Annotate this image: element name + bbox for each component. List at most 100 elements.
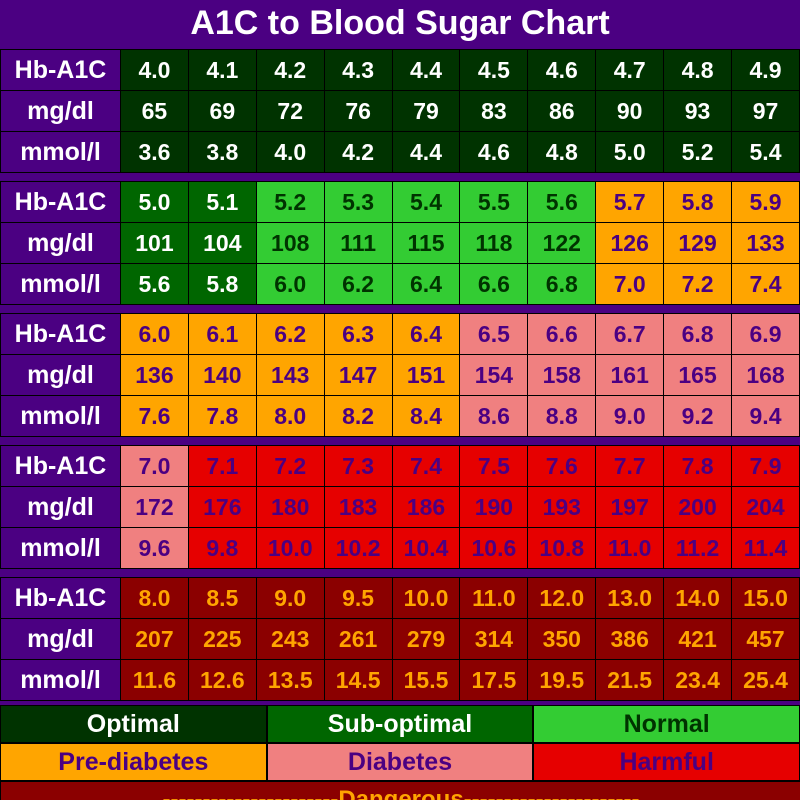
data-cell: 4.0 <box>121 50 189 91</box>
data-cell: 11.0 <box>460 578 528 619</box>
data-cell: 5.8 <box>188 264 256 305</box>
row-mgdl: mg/dl136140143147151154158161165168 <box>1 355 800 396</box>
row-header: Hb-A1C <box>1 446 121 487</box>
data-cell: 7.3 <box>324 446 392 487</box>
row-header: mmol/l <box>1 660 121 701</box>
data-cell: 5.9 <box>732 182 800 223</box>
data-cell: 279 <box>392 619 460 660</box>
data-cell: 143 <box>256 355 324 396</box>
data-cell: 7.8 <box>664 446 732 487</box>
legend-row: OptimalSub-optimalNormal <box>0 705 800 743</box>
row-header: mmol/l <box>1 132 121 173</box>
data-cell: 4.1 <box>188 50 256 91</box>
data-cell: 8.2 <box>324 396 392 437</box>
data-cell: 9.8 <box>188 528 256 569</box>
data-cell: 13.5 <box>256 660 324 701</box>
data-band: Hb-A1C4.04.14.24.34.44.54.64.74.84.9mg/d… <box>0 49 800 173</box>
data-cell: 69 <box>188 91 256 132</box>
data-cell: 76 <box>324 91 392 132</box>
data-cell: 10.0 <box>256 528 324 569</box>
row-mmoll: mmol/l9.69.810.010.210.410.610.811.011.2… <box>1 528 800 569</box>
row-header: Hb-A1C <box>1 578 121 619</box>
data-cell: 23.4 <box>664 660 732 701</box>
data-cell: 7.1 <box>188 446 256 487</box>
data-cell: 14.0 <box>664 578 732 619</box>
data-cell: 10.8 <box>528 528 596 569</box>
data-cell: 8.5 <box>188 578 256 619</box>
data-bands: Hb-A1C4.04.14.24.34.44.54.64.74.84.9mg/d… <box>0 49 800 701</box>
data-cell: 5.6 <box>121 264 189 305</box>
data-cell: 90 <box>596 91 664 132</box>
row-header: mmol/l <box>1 396 121 437</box>
data-cell: 5.4 <box>392 182 460 223</box>
data-cell: 101 <box>121 223 189 264</box>
data-cell: 11.6 <box>121 660 189 701</box>
data-cell: 97 <box>732 91 800 132</box>
data-cell: 86 <box>528 91 596 132</box>
data-cell: 126 <box>596 223 664 264</box>
row-a1c: Hb-A1C6.06.16.26.36.46.56.66.76.86.9 <box>1 314 800 355</box>
data-cell: 111 <box>324 223 392 264</box>
row-mgdl: mg/dl65697276798386909397 <box>1 91 800 132</box>
row-a1c: Hb-A1C8.08.59.09.510.011.012.013.014.015… <box>1 578 800 619</box>
data-cell: 9.6 <box>121 528 189 569</box>
data-cell: 108 <box>256 223 324 264</box>
data-cell: 3.6 <box>121 132 189 173</box>
data-cell: 11.0 <box>596 528 664 569</box>
data-cell: 12.6 <box>188 660 256 701</box>
data-cell: 8.0 <box>121 578 189 619</box>
data-cell: 4.9 <box>732 50 800 91</box>
data-cell: 4.6 <box>460 132 528 173</box>
data-cell: 133 <box>732 223 800 264</box>
data-cell: 176 <box>188 487 256 528</box>
data-cell: 15.5 <box>392 660 460 701</box>
data-cell: 6.8 <box>664 314 732 355</box>
data-cell: 7.5 <box>460 446 528 487</box>
data-cell: 5.0 <box>596 132 664 173</box>
data-cell: 190 <box>460 487 528 528</box>
band-spacer <box>0 437 800 445</box>
data-cell: 4.6 <box>528 50 596 91</box>
legend-cell: Harmful <box>533 743 800 781</box>
data-cell: 9.4 <box>732 396 800 437</box>
data-cell: 25.4 <box>732 660 800 701</box>
row-mmoll: mmol/l3.63.84.04.24.44.64.85.05.25.4 <box>1 132 800 173</box>
data-cell: 5.5 <box>460 182 528 223</box>
data-cell: 7.2 <box>664 264 732 305</box>
data-cell: 7.0 <box>596 264 664 305</box>
data-cell: 186 <box>392 487 460 528</box>
data-cell: 8.8 <box>528 396 596 437</box>
row-header: Hb-A1C <box>1 314 121 355</box>
row-mmoll: mmol/l7.67.88.08.28.48.68.89.09.29.4 <box>1 396 800 437</box>
data-cell: 10.2 <box>324 528 392 569</box>
row-mgdl: mg/dl207225243261279314350386421457 <box>1 619 800 660</box>
data-cell: 4.7 <box>596 50 664 91</box>
data-cell: 10.0 <box>392 578 460 619</box>
data-band: Hb-A1C6.06.16.26.36.46.56.66.76.86.9mg/d… <box>0 313 800 437</box>
data-cell: 172 <box>121 487 189 528</box>
data-cell: 147 <box>324 355 392 396</box>
data-cell: 180 <box>256 487 324 528</box>
data-cell: 118 <box>460 223 528 264</box>
data-cell: 165 <box>664 355 732 396</box>
data-cell: 421 <box>664 619 732 660</box>
row-mgdl: mg/dl172176180183186190193197200204 <box>1 487 800 528</box>
data-cell: 15.0 <box>732 578 800 619</box>
data-cell: 65 <box>121 91 189 132</box>
data-cell: 122 <box>528 223 596 264</box>
data-cell: 5.1 <box>188 182 256 223</box>
data-cell: 14.5 <box>324 660 392 701</box>
data-cell: 5.3 <box>324 182 392 223</box>
band-spacer <box>0 569 800 577</box>
data-cell: 6.6 <box>528 314 596 355</box>
data-cell: 140 <box>188 355 256 396</box>
data-cell: 158 <box>528 355 596 396</box>
data-cell: 207 <box>121 619 189 660</box>
data-band: Hb-A1C5.05.15.25.35.45.55.65.75.85.9mg/d… <box>0 181 800 305</box>
data-cell: 5.0 <box>121 182 189 223</box>
data-cell: 83 <box>460 91 528 132</box>
data-cell: 93 <box>664 91 732 132</box>
data-cell: 21.5 <box>596 660 664 701</box>
row-mmoll: mmol/l11.612.613.514.515.517.519.521.523… <box>1 660 800 701</box>
row-a1c: Hb-A1C7.07.17.27.37.47.57.67.77.87.9 <box>1 446 800 487</box>
